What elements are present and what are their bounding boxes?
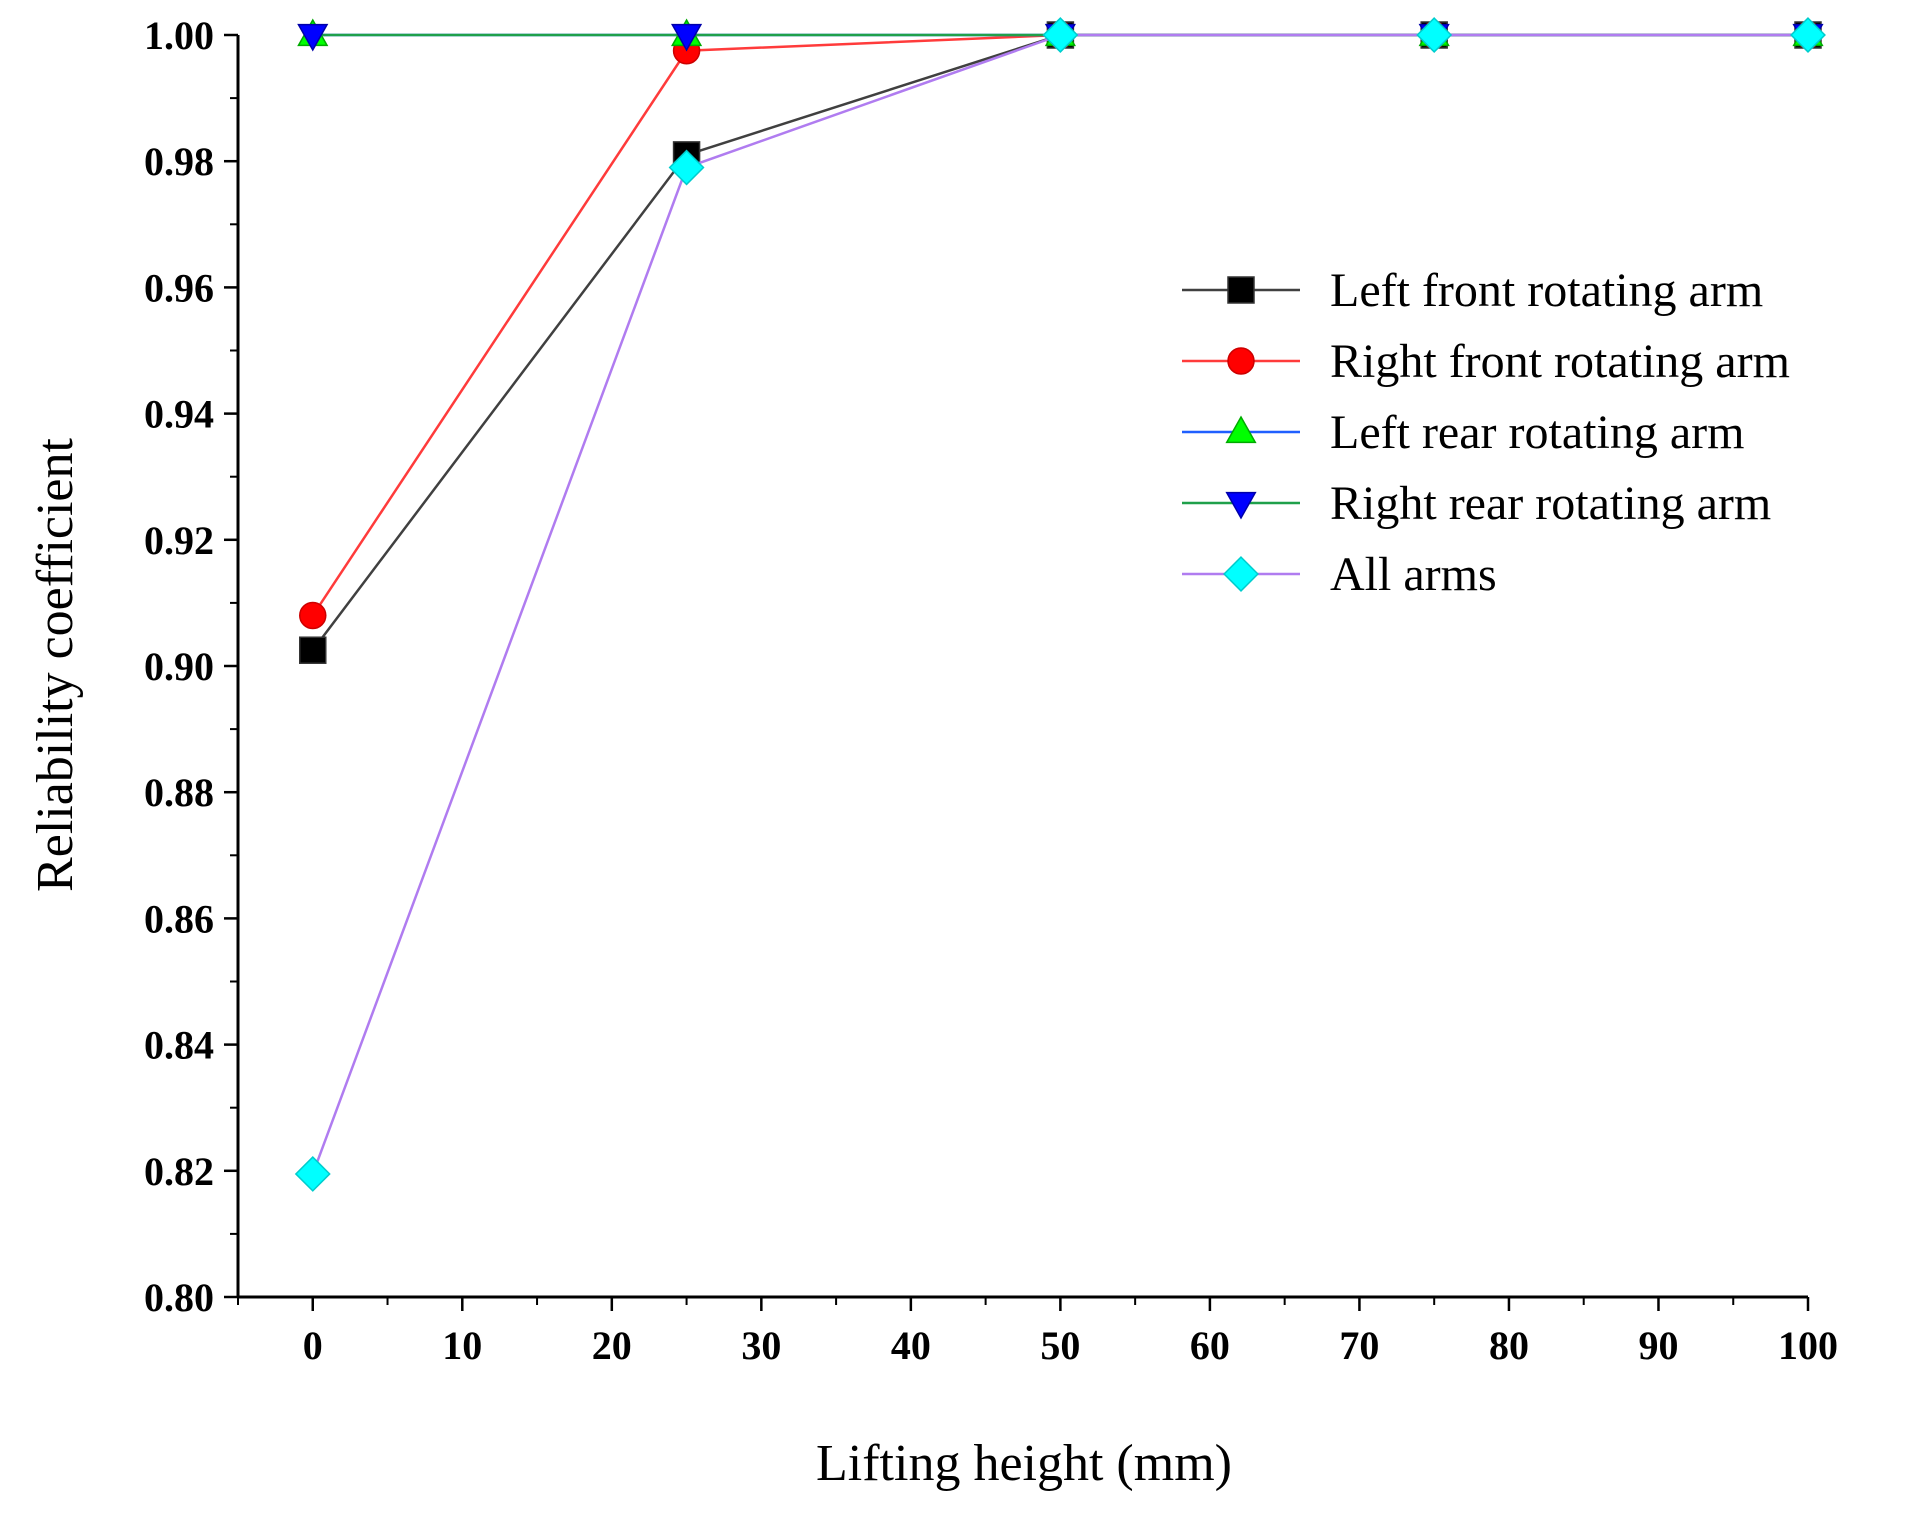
x-tick-label: 10 bbox=[442, 1323, 482, 1368]
data-point bbox=[294, 1155, 331, 1192]
data-point bbox=[1416, 17, 1453, 53]
legend-marker bbox=[1225, 415, 1257, 444]
y-tick-label: 0.98 bbox=[144, 139, 214, 184]
x-tick-label: 90 bbox=[1638, 1323, 1678, 1368]
legend-item: Left front rotating arm bbox=[1182, 264, 1763, 317]
series-2 bbox=[299, 21, 1822, 630]
data-point bbox=[1042, 17, 1079, 53]
y-tick-label: 0.88 bbox=[144, 770, 214, 815]
legend-label: Left rear rotating arm bbox=[1330, 406, 1744, 459]
legend-label: Right rear rotating arm bbox=[1330, 477, 1771, 530]
legend-item: Right front rotating arm bbox=[1182, 335, 1790, 388]
data-point bbox=[297, 23, 329, 52]
y-tick-label: 0.80 bbox=[144, 1275, 214, 1320]
y-tick-label: 0.92 bbox=[144, 518, 214, 563]
axes-group bbox=[236, 35, 1808, 1299]
y-tick-label: 0.94 bbox=[144, 392, 214, 437]
y-tick-label: 0.96 bbox=[144, 265, 214, 310]
y-axis-title: Reliability coefficient bbox=[27, 438, 84, 892]
legend-item: Right rear rotating arm bbox=[1182, 477, 1771, 530]
legend-marker bbox=[1223, 556, 1259, 592]
y-tick-label: 0.90 bbox=[144, 644, 214, 689]
x-tick-label: 40 bbox=[891, 1323, 931, 1368]
data-point bbox=[299, 601, 327, 630]
legend-label: Right front rotating arm bbox=[1330, 335, 1790, 388]
x-tick-label: 80 bbox=[1489, 1323, 1529, 1368]
legend-label: All arms bbox=[1330, 548, 1497, 601]
x-tick-label: 30 bbox=[741, 1323, 781, 1368]
x-axis-title: Lifting height (mm) bbox=[816, 1435, 1232, 1492]
y-tick-label: 0.82 bbox=[144, 1149, 214, 1194]
ticks-group: 0.80 0.82 0.84 0.86 0.88 0.90 0.92 0.94 0.96 0.98… bbox=[144, 13, 1838, 1368]
x-tick-label: 60 bbox=[1190, 1323, 1230, 1368]
series-line bbox=[311, 33, 1808, 1175]
legend: Left front rotating arm Right front rotat… bbox=[1182, 264, 1790, 601]
legend-item: Left rear rotating arm bbox=[1182, 406, 1744, 459]
y-tick-label: 0.84 bbox=[144, 1023, 214, 1068]
x-tick-label: 100 bbox=[1778, 1323, 1838, 1368]
data-point bbox=[1790, 17, 1826, 53]
x-tick-label: 50 bbox=[1040, 1323, 1080, 1368]
x-tick-label: 0 bbox=[303, 1323, 323, 1368]
y-tick-label: 1.00 bbox=[144, 13, 214, 58]
data-point bbox=[668, 149, 705, 186]
series-group bbox=[294, 17, 1826, 1192]
y-tick-label: 0.86 bbox=[144, 896, 214, 941]
legend-marker bbox=[1227, 347, 1255, 375]
series-5 bbox=[294, 17, 1826, 1192]
data-point bbox=[670, 23, 703, 52]
x-tick-label: 20 bbox=[592, 1323, 632, 1368]
data-point bbox=[299, 636, 327, 664]
legend-marker bbox=[1227, 276, 1255, 304]
x-tick-label: 70 bbox=[1339, 1323, 1379, 1368]
legend-item: All arms bbox=[1182, 548, 1497, 601]
legend-label: Left front rotating arm bbox=[1330, 264, 1763, 317]
legend-marker bbox=[1225, 491, 1257, 520]
